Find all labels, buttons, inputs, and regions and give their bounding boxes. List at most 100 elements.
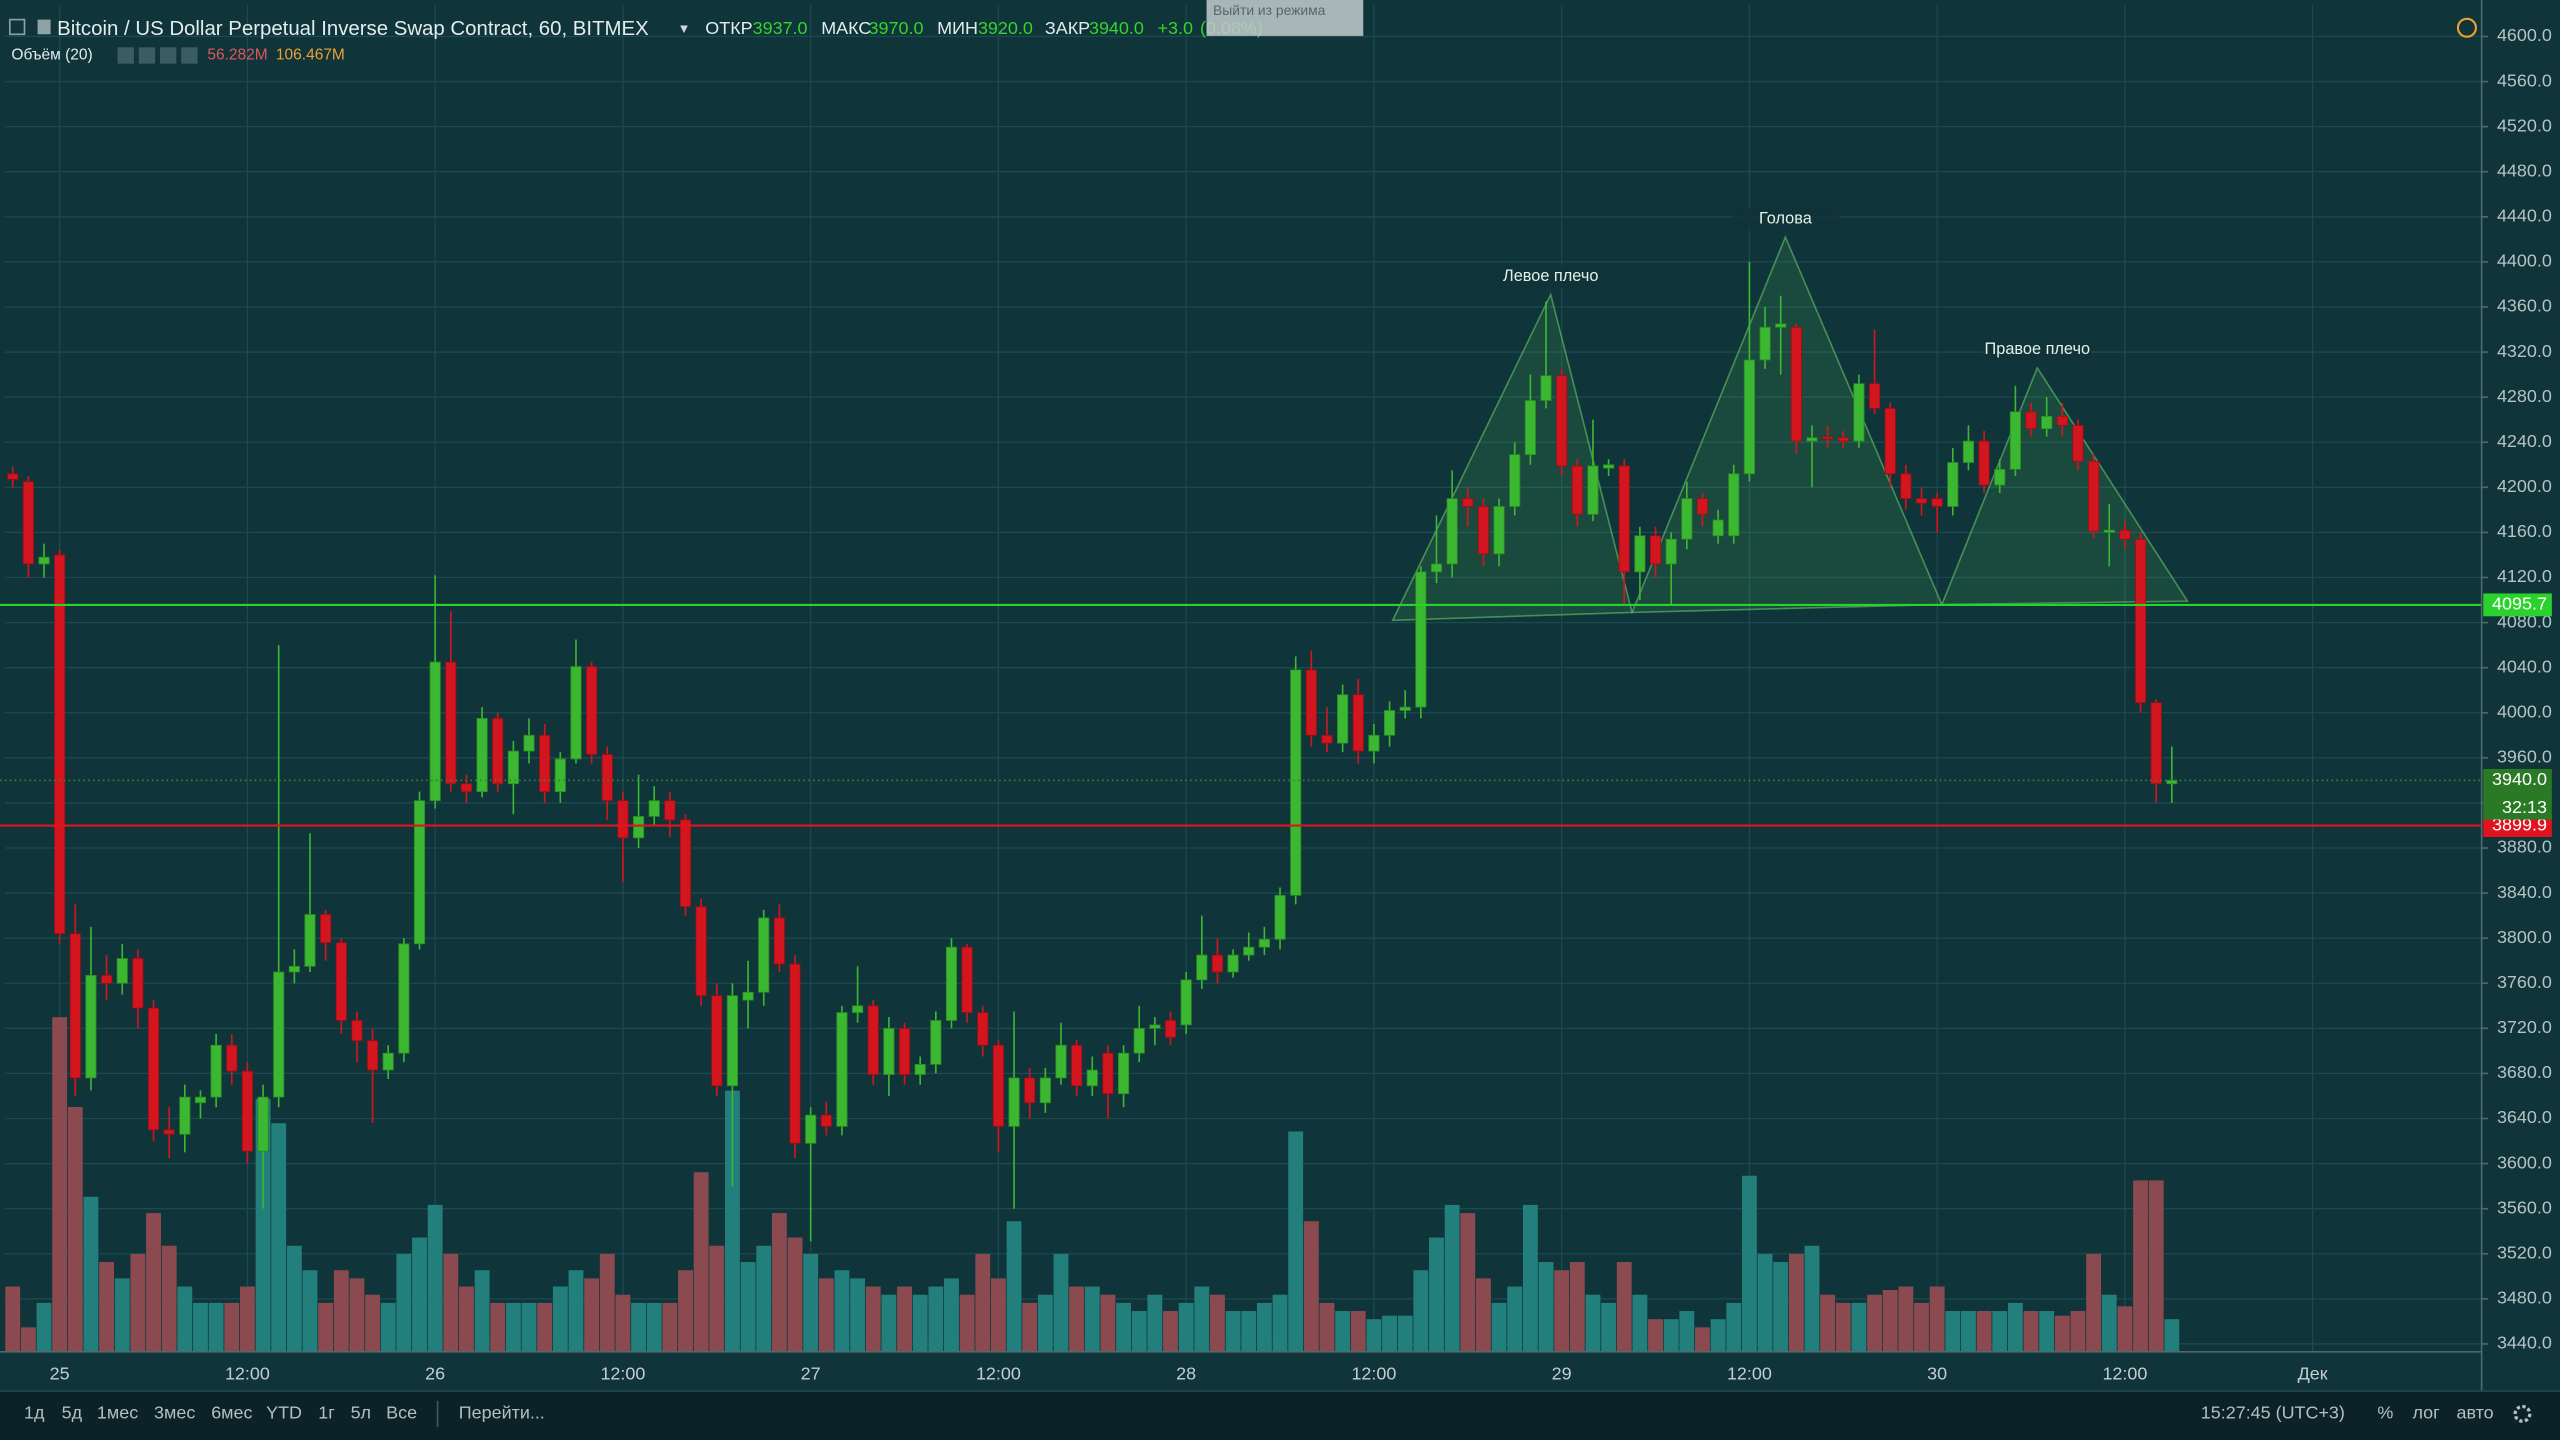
candle-body bbox=[852, 1005, 864, 1013]
volume-bar bbox=[975, 1253, 991, 1352]
indicator-button[interactable] bbox=[138, 47, 156, 64]
candle-body bbox=[132, 958, 144, 1009]
y-tick-label: 4280.0 bbox=[2497, 386, 2552, 406]
candle-body bbox=[1305, 669, 1317, 736]
candle-body bbox=[1571, 465, 1583, 515]
volume-bar bbox=[1163, 1311, 1178, 1352]
y-tick-label: 4400.0 bbox=[2497, 251, 2552, 271]
candle-body bbox=[1884, 408, 1896, 475]
volume-bar bbox=[1366, 1319, 1382, 1352]
candle-body bbox=[2088, 460, 2100, 532]
candle-body bbox=[492, 717, 504, 785]
y-tick-label: 4320.0 bbox=[2497, 341, 2552, 361]
candle-body bbox=[1243, 946, 1255, 956]
candle-body bbox=[1180, 979, 1192, 1026]
candle-body bbox=[523, 734, 535, 752]
range-button[interactable]: YTD bbox=[266, 1403, 302, 1423]
volume-bar bbox=[443, 1253, 459, 1352]
candle-body bbox=[1915, 498, 1928, 504]
volume-bar bbox=[2101, 1294, 2117, 1352]
volume-bar bbox=[396, 1253, 412, 1352]
volume-bar bbox=[83, 1196, 99, 1352]
indicator-button[interactable] bbox=[160, 47, 177, 64]
volume-bar bbox=[2039, 1311, 2055, 1352]
volume-bar bbox=[1382, 1315, 1397, 1352]
candle-body bbox=[1368, 734, 1380, 752]
pattern-label: Голова bbox=[1759, 209, 1813, 227]
range-button[interactable]: 6мес bbox=[211, 1403, 252, 1423]
range-button[interactable]: Все bbox=[386, 1403, 417, 1423]
candle-body bbox=[320, 914, 332, 944]
candle-body bbox=[2009, 411, 2021, 470]
candle-body bbox=[1337, 694, 1349, 744]
range-button[interactable]: 5д bbox=[62, 1403, 83, 1423]
legend-field-label: ОТКР bbox=[705, 18, 752, 38]
candle-body bbox=[1681, 498, 1693, 540]
x-tick-label: 26 bbox=[425, 1363, 445, 1383]
volume-bar bbox=[1272, 1294, 1288, 1352]
volume-bar bbox=[286, 1245, 302, 1352]
legend-field-label: МАКС bbox=[821, 18, 871, 38]
indicator-button[interactable] bbox=[117, 47, 134, 64]
candle-body bbox=[977, 1012, 989, 1046]
candle-body bbox=[805, 1114, 817, 1144]
y-tick-label: 4560.0 bbox=[2497, 70, 2552, 90]
chart-title[interactable]: Bitcoin / US Dollar Perpetual Inverse Sw… bbox=[57, 18, 649, 40]
volume-bar bbox=[1475, 1278, 1491, 1352]
indicator-button[interactable] bbox=[181, 47, 198, 64]
candle-body bbox=[382, 1052, 394, 1071]
title-dropdown[interactable]: ▼ bbox=[678, 21, 691, 36]
candle-body bbox=[617, 800, 629, 839]
candle-body bbox=[2103, 529, 2115, 533]
candle-body bbox=[445, 661, 457, 785]
candle-body bbox=[398, 943, 410, 1054]
volume-bar bbox=[1460, 1213, 1476, 1352]
candle-body bbox=[226, 1044, 238, 1072]
volume-bar bbox=[1053, 1253, 1069, 1352]
y-tick-label: 3880.0 bbox=[2497, 837, 2552, 857]
scale-option[interactable]: лог bbox=[2413, 1403, 2441, 1423]
volume-bar bbox=[1319, 1302, 1335, 1352]
candle-body bbox=[2134, 538, 2147, 704]
range-button[interactable]: 3мес bbox=[154, 1403, 195, 1423]
volume-bar bbox=[1898, 1286, 1914, 1352]
candle-body bbox=[789, 963, 801, 1144]
range-button[interactable]: 1д bbox=[24, 1403, 45, 1423]
candle-body bbox=[1900, 473, 1912, 499]
pattern-label: Левое плечо bbox=[1503, 267, 1598, 285]
candle-body bbox=[241, 1070, 253, 1152]
volume-bar bbox=[1069, 1286, 1085, 1352]
candle-body bbox=[1978, 440, 1990, 486]
volume-bar bbox=[1037, 1294, 1053, 1352]
alert-icon[interactable] bbox=[2456, 17, 2477, 38]
volume-bar bbox=[349, 1278, 365, 1352]
candle-body bbox=[210, 1044, 222, 1098]
goto-button[interactable]: Перейти... bbox=[459, 1403, 545, 1423]
candle-body bbox=[711, 995, 723, 1087]
candle-body bbox=[1540, 375, 1552, 401]
candle-body bbox=[664, 800, 676, 821]
volume-bar bbox=[1961, 1311, 1976, 1352]
volume-bar bbox=[130, 1253, 146, 1352]
scale-option[interactable]: авто bbox=[2457, 1403, 2494, 1423]
candle-body bbox=[586, 666, 598, 755]
candle-body bbox=[914, 1064, 926, 1075]
volume-bar bbox=[1757, 1253, 1773, 1352]
candle-body bbox=[351, 1020, 363, 1042]
candle-body bbox=[648, 800, 660, 817]
volume-value: 56.282M bbox=[207, 47, 267, 64]
volume-bar bbox=[2148, 1180, 2164, 1352]
range-button[interactable]: 1г bbox=[318, 1403, 335, 1423]
candle-body bbox=[116, 958, 128, 984]
volume-name[interactable]: Объём (20) bbox=[11, 47, 92, 64]
range-button[interactable]: 1мес bbox=[97, 1403, 138, 1423]
collapse-icon[interactable] bbox=[8, 18, 26, 36]
x-tick-label: 12:00 bbox=[600, 1363, 645, 1383]
settings-icon[interactable] bbox=[2513, 1404, 2532, 1423]
scale-option[interactable]: % bbox=[2377, 1403, 2393, 1423]
volume-bar bbox=[1210, 1294, 1225, 1352]
range-button[interactable]: 5л bbox=[351, 1403, 371, 1423]
candle-body bbox=[1164, 1020, 1177, 1038]
clock: 15:27:45 (UTC+3) bbox=[2201, 1403, 2345, 1423]
y-tick-label: 3560.0 bbox=[2497, 1197, 2552, 1217]
